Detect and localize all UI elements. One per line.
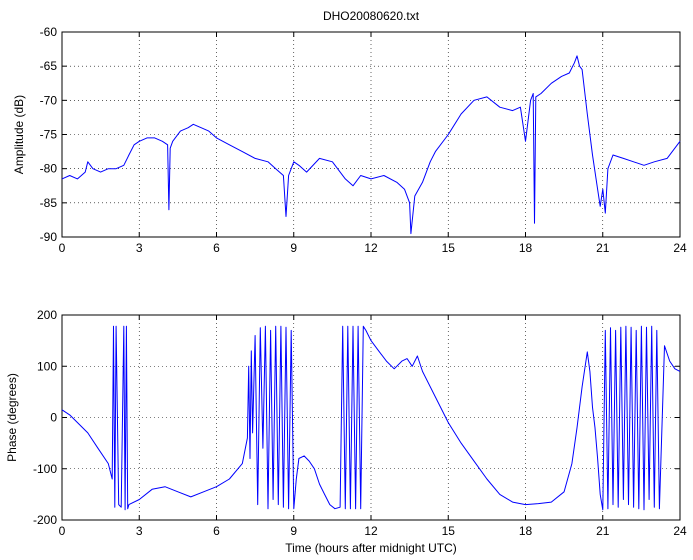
amplitude-y-tick-label: -90 <box>40 230 58 244</box>
phase-x-tick-label: 21 <box>596 524 610 538</box>
amplitude-x-tick-label: 21 <box>596 241 610 255</box>
phase-y-tick-label: 100 <box>37 359 57 373</box>
phase-tick-marks <box>61 314 681 521</box>
amplitude-trace <box>61 55 681 235</box>
amplitude-y-tick-label: -85 <box>40 196 58 210</box>
amplitude-plot: 0 3 6 9 12 15 18 21 24 -60 -65 -70 -75 -80 -85 -90 DHO… <box>12 9 687 255</box>
phase-x-tick-label: 6 <box>213 524 220 538</box>
amplitude-x-tick-label: 3 <box>136 241 143 255</box>
phase-x-axis-label: Time (hours after midnight UTC) <box>285 541 457 555</box>
amplitude-x-tick-labels: 0 3 6 9 12 15 18 21 24 <box>59 241 687 255</box>
amplitude-y-tick-label: -60 <box>40 25 58 39</box>
phase-x-tick-label: 15 <box>442 524 456 538</box>
amplitude-x-tick-label: 24 <box>673 241 687 255</box>
phase-x-tick-label: 24 <box>673 524 687 538</box>
amplitude-y-tick-label: -65 <box>40 59 58 73</box>
phase-y-tick-labels: 200 100 0 -100 -200 <box>33 308 57 527</box>
phase-x-tick-label: 9 <box>290 524 297 538</box>
phase-y-tick-label: -200 <box>33 513 57 527</box>
phase-plot: 0 3 6 9 12 15 18 21 24 200 100 0 -100 -200 Time (hou… <box>5 308 687 555</box>
amplitude-y-tick-labels: -60 -65 -70 -75 -80 -85 -90 <box>40 25 58 244</box>
amplitude-x-tick-label: 15 <box>442 241 456 255</box>
phase-y-tick-label: 200 <box>37 308 57 322</box>
amplitude-x-tick-label: 12 <box>364 241 378 255</box>
amplitude-x-tick-label: 0 <box>59 241 66 255</box>
phase-x-tick-label: 3 <box>136 524 143 538</box>
amplitude-x-tick-label: 6 <box>213 241 220 255</box>
phase-trace <box>61 325 681 511</box>
amplitude-tick-marks <box>61 31 681 238</box>
phase-x-tick-label: 12 <box>364 524 378 538</box>
phase-y-axis-label: Phase (degrees) <box>5 373 19 462</box>
amplitude-y-tick-label: -70 <box>40 93 58 107</box>
amplitude-gridlines <box>62 32 680 237</box>
amplitude-y-axis-label: Amplitude (dB) <box>12 95 26 174</box>
amplitude-x-tick-label: 9 <box>290 241 297 255</box>
amplitude-y-tick-label: -75 <box>40 128 58 142</box>
chart-title: DHO20080620.txt <box>323 9 420 23</box>
phase-y-tick-label: -100 <box>33 462 57 476</box>
phase-gridlines <box>62 315 680 520</box>
phase-x-tick-label: 18 <box>519 524 533 538</box>
amplitude-y-tick-label: -80 <box>40 162 58 176</box>
amplitude-x-tick-label: 18 <box>519 241 533 255</box>
phase-y-tick-label: 0 <box>50 411 57 425</box>
phase-x-tick-labels: 0 3 6 9 12 15 18 21 24 <box>59 524 687 538</box>
phase-x-tick-label: 0 <box>59 524 66 538</box>
